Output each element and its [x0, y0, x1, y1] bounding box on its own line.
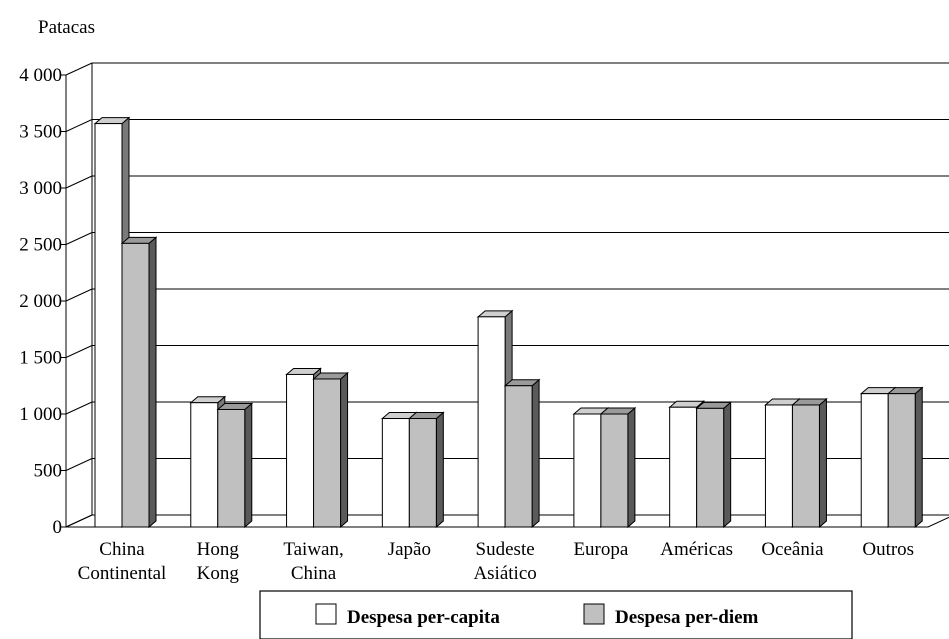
axis-layer: 0 500 1 000 1 500 2 000 2 500 3 000 3 500 4 000	[19, 65, 67, 538]
bar-side-per-diem	[818, 397, 827, 529]
bar-side-per-diem	[627, 406, 636, 529]
y-tick-label: 1 000	[19, 404, 62, 425]
category-label: Kong	[197, 563, 240, 584]
bar-per-diem	[791, 404, 820, 528]
legend-label-per-capita: Despesa per-capita	[347, 607, 500, 628]
y-tick-label: 3 000	[19, 178, 62, 199]
bar-side-per-diem	[148, 236, 157, 529]
bar-side-per-diem	[723, 401, 732, 529]
y-tick-label: 4 000	[19, 65, 62, 86]
bar-per-capita	[669, 406, 698, 528]
gridline-depth-connector	[65, 175, 93, 189]
bar-per-capita	[764, 404, 793, 528]
gridline-depth-connector	[65, 119, 93, 132]
category-label: Japão	[388, 539, 431, 560]
category-label: Hong	[197, 539, 240, 560]
bar-per-diem	[504, 385, 533, 528]
category-label: Américas	[660, 539, 733, 560]
legend-box	[259, 590, 853, 639]
bar-per-diem	[408, 418, 437, 528]
gridline-depth-connector	[65, 514, 93, 528]
bar-per-capita	[477, 316, 506, 528]
bar-per-diem	[887, 393, 916, 528]
y-tick-label: 1 500	[19, 348, 62, 369]
category-label: Continental	[78, 563, 167, 584]
labels-layer: China Continental Hong Kong Taiwan, China Japã…	[78, 539, 914, 584]
gridline-depth-connector	[65, 62, 93, 76]
bar-per-diem	[217, 408, 246, 528]
y-tick-label: 2 500	[19, 235, 62, 256]
gridline-depth-connector	[65, 458, 93, 471]
y-tick-label: 2 000	[19, 291, 62, 312]
bar-per-capita	[94, 123, 123, 528]
bar-per-capita	[860, 393, 889, 528]
legend-swatch-per-diem	[583, 603, 605, 625]
gridline-depth-connector	[65, 288, 93, 302]
y-axis-unit-label: Patacas	[38, 17, 95, 38]
category-label: Outros	[862, 539, 914, 560]
gridline-depth-connector	[65, 345, 93, 358]
gridline-depth-connector	[65, 401, 93, 415]
y-tick-label: 0	[53, 517, 63, 538]
category-label: China	[291, 563, 337, 584]
category-label: Asiático	[473, 563, 536, 584]
category-label: Oceânia	[761, 539, 824, 560]
bar-side-per-diem	[340, 371, 349, 529]
bars-layer	[93, 116, 924, 529]
bar-per-capita	[286, 373, 315, 528]
category-label: Taiwan,	[283, 539, 343, 560]
bar-side-per-diem	[244, 402, 253, 529]
category-label: Sudeste	[476, 539, 535, 560]
bar-side-per-diem	[435, 411, 444, 529]
y-tick-label: 500	[34, 461, 63, 482]
y-tick-label: 3 500	[19, 122, 62, 143]
legend-label-per-diem: Despesa per-diem	[615, 607, 759, 628]
legend-swatch-per-capita	[315, 603, 337, 625]
bar-side-per-diem	[914, 386, 923, 529]
bar-per-capita	[381, 418, 410, 528]
bar-per-capita	[573, 413, 602, 528]
bar-per-diem	[600, 413, 629, 528]
gridline-depth-connector	[65, 232, 93, 245]
bar-side-per-diem	[531, 378, 540, 529]
category-label: Europa	[573, 539, 628, 560]
bar-per-diem	[696, 407, 725, 528]
bar-per-capita	[190, 402, 219, 528]
legend: Despesa per-capita Despesa per-diem	[259, 590, 853, 639]
bar-per-diem	[313, 378, 342, 528]
category-label: China	[99, 539, 145, 560]
bar-per-diem	[121, 242, 150, 528]
